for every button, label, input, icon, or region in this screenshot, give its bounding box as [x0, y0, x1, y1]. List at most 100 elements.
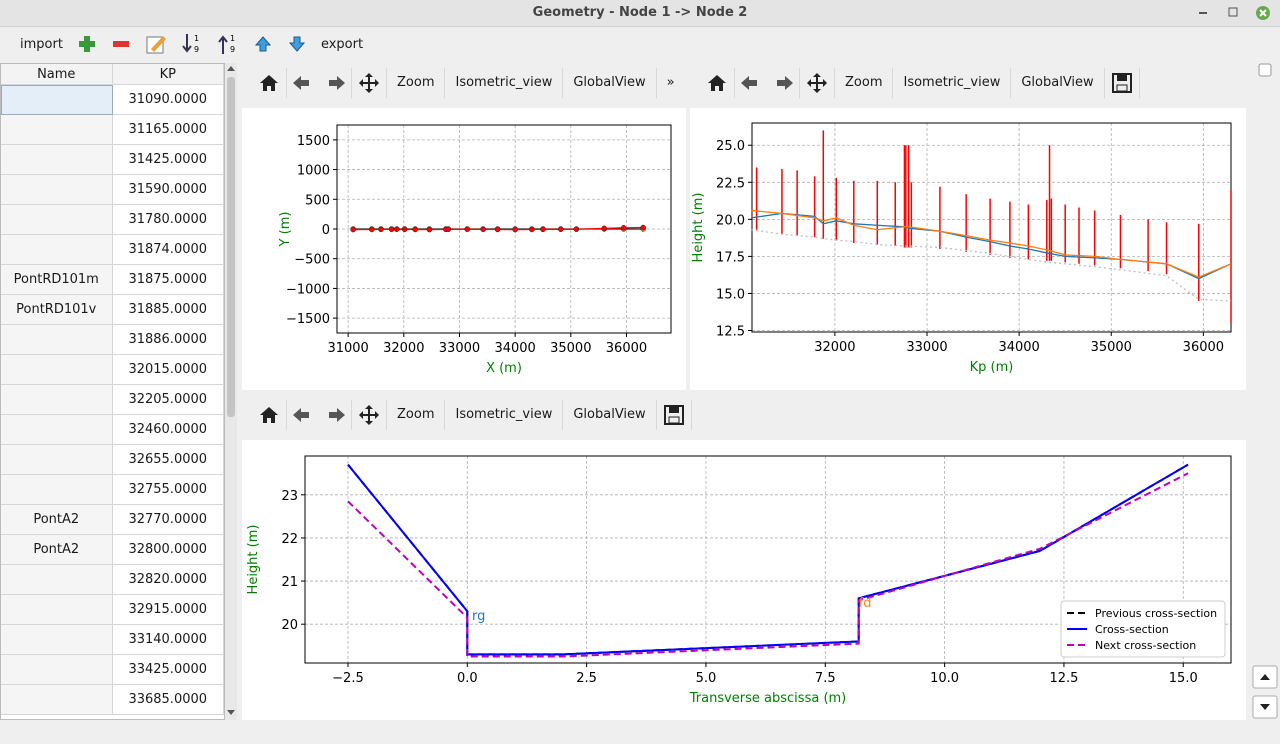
- nav-buttons[interactable]: [735, 68, 800, 98]
- window-controls[interactable]: [1196, 5, 1274, 21]
- table-row[interactable]: 31886.0000: [1, 325, 224, 355]
- table-row[interactable]: 32015.0000: [1, 355, 224, 385]
- table-row[interactable]: 32205.0000: [1, 385, 224, 415]
- remove-button[interactable]: [111, 34, 131, 54]
- table-scrollbar[interactable]: [225, 63, 237, 720]
- table-row[interactable]: 31590.0000: [1, 175, 224, 205]
- kp-cell[interactable]: 31425.0000: [112, 145, 224, 175]
- kp-cell[interactable]: 32015.0000: [112, 355, 224, 385]
- plot-panel: [242, 108, 686, 390]
- import-button[interactable]: import: [20, 36, 63, 52]
- zoom-button[interactable]: Zoom: [387, 68, 446, 98]
- name-cell[interactable]: PontA2: [1, 535, 113, 565]
- sort-desc-button[interactable]: 19: [217, 32, 239, 56]
- name-cell[interactable]: [1, 655, 113, 685]
- name-cell[interactable]: PontRD101v: [1, 295, 113, 325]
- kp-cell[interactable]: 32755.0000: [112, 475, 224, 505]
- save-button[interactable]: [1105, 68, 1140, 98]
- name-cell[interactable]: PontA2: [1, 505, 113, 535]
- home-button[interactable]: [252, 400, 287, 430]
- name-cell[interactable]: [1, 85, 113, 115]
- isometric-button[interactable]: Isometric_view: [893, 68, 1012, 98]
- table-row[interactable]: PontA2 32770.0000: [1, 505, 224, 535]
- export-button[interactable]: export: [320, 36, 364, 52]
- name-cell[interactable]: [1, 145, 113, 175]
- home-button[interactable]: [700, 68, 735, 98]
- kp-cell[interactable]: 31874.0000: [112, 235, 224, 265]
- pan-button[interactable]: [352, 400, 387, 430]
- add-button[interactable]: [77, 34, 97, 54]
- table-row[interactable]: PontRD101v 31885.0000: [1, 295, 224, 325]
- table-row[interactable]: 32755.0000: [1, 475, 224, 505]
- kp-cell[interactable]: 32800.0000: [112, 535, 224, 565]
- name-cell[interactable]: [1, 595, 113, 625]
- name-cell[interactable]: [1, 355, 113, 385]
- move-up-button[interactable]: [253, 34, 273, 54]
- zoom-button[interactable]: Zoom: [387, 400, 446, 430]
- kp-cell[interactable]: 33140.0000: [112, 625, 224, 655]
- header-cell[interactable]: KP: [112, 64, 224, 85]
- nav-buttons[interactable]: [287, 400, 352, 430]
- table-row[interactable]: 32820.0000: [1, 565, 224, 595]
- kp-cell[interactable]: 31780.0000: [112, 205, 224, 235]
- nav-buttons[interactable]: [287, 68, 352, 98]
- table-row[interactable]: PontA2 32800.0000: [1, 535, 224, 565]
- more-button[interactable]: »: [666, 75, 675, 90]
- kp-cell[interactable]: 31885.0000: [112, 295, 224, 325]
- global-view-button[interactable]: GlobalView: [563, 68, 657, 98]
- kp-cell[interactable]: 31875.0000: [112, 265, 224, 295]
- table-row[interactable]: 31090.0000: [1, 85, 224, 115]
- table-row[interactable]: 32460.0000: [1, 415, 224, 445]
- edit-button[interactable]: [145, 33, 167, 55]
- table-row[interactable]: 33140.0000: [1, 625, 224, 655]
- name-cell[interactable]: [1, 115, 113, 145]
- name-cell[interactable]: [1, 205, 113, 235]
- global-view-button[interactable]: GlobalView: [1011, 68, 1105, 98]
- pan-button[interactable]: [352, 68, 387, 98]
- kp-cell[interactable]: 33425.0000: [112, 655, 224, 685]
- name-cell[interactable]: [1, 685, 113, 715]
- zoom-button[interactable]: Zoom: [835, 68, 894, 98]
- header-cell[interactable]: Name: [1, 64, 113, 85]
- table-row[interactable]: 32915.0000: [1, 595, 224, 625]
- name-cell[interactable]: [1, 325, 113, 355]
- kp-cell[interactable]: 31886.0000: [112, 325, 224, 355]
- global-view-button[interactable]: GlobalView: [563, 400, 657, 430]
- kp-cell[interactable]: 33685.0000: [112, 685, 224, 715]
- name-cell[interactable]: [1, 625, 113, 655]
- kp-cell[interactable]: 32655.0000: [112, 445, 224, 475]
- move-down-button[interactable]: [287, 34, 307, 54]
- table-row[interactable]: 31425.0000: [1, 145, 224, 175]
- table-row[interactable]: PontRD101m 31875.0000: [1, 265, 224, 295]
- pan-button[interactable]: [800, 68, 835, 98]
- kp-cell[interactable]: 31590.0000: [112, 175, 224, 205]
- home-button[interactable]: [252, 68, 287, 98]
- kp-cell[interactable]: 31090.0000: [112, 85, 224, 115]
- isometric-button[interactable]: Isometric_view: [445, 400, 564, 430]
- name-cell[interactable]: [1, 415, 113, 445]
- table-row[interactable]: 31874.0000: [1, 235, 224, 265]
- table-row[interactable]: 33685.0000: [1, 685, 224, 715]
- name-cell[interactable]: [1, 475, 113, 505]
- kp-cell[interactable]: 31165.0000: [112, 115, 224, 145]
- name-cell[interactable]: PontRD101m: [1, 265, 113, 295]
- kp-cell[interactable]: 32915.0000: [112, 595, 224, 625]
- name-cell[interactable]: [1, 565, 113, 595]
- kp-cell[interactable]: 32820.0000: [112, 565, 224, 595]
- name-cell[interactable]: [1, 235, 113, 265]
- sort-asc-button[interactable]: 19: [181, 32, 203, 56]
- isometric-button[interactable]: Isometric_view: [445, 68, 564, 98]
- table-row[interactable]: 31780.0000: [1, 205, 224, 235]
- kp-cell[interactable]: 32460.0000: [112, 415, 224, 445]
- kp-cell[interactable]: 32770.0000: [112, 505, 224, 535]
- table-row[interactable]: 32655.0000: [1, 445, 224, 475]
- kp-cell[interactable]: 32205.0000: [112, 385, 224, 415]
- name-cell[interactable]: [1, 445, 113, 475]
- table-row[interactable]: 33425.0000: [1, 655, 224, 685]
- y-tick-label: 1000: [297, 164, 330, 179]
- name-cell[interactable]: [1, 385, 113, 415]
- save-button[interactable]: [657, 400, 692, 430]
- right-scroll[interactable]: [1250, 62, 1280, 722]
- name-cell[interactable]: [1, 175, 113, 205]
- table-row[interactable]: 31165.0000: [1, 115, 224, 145]
